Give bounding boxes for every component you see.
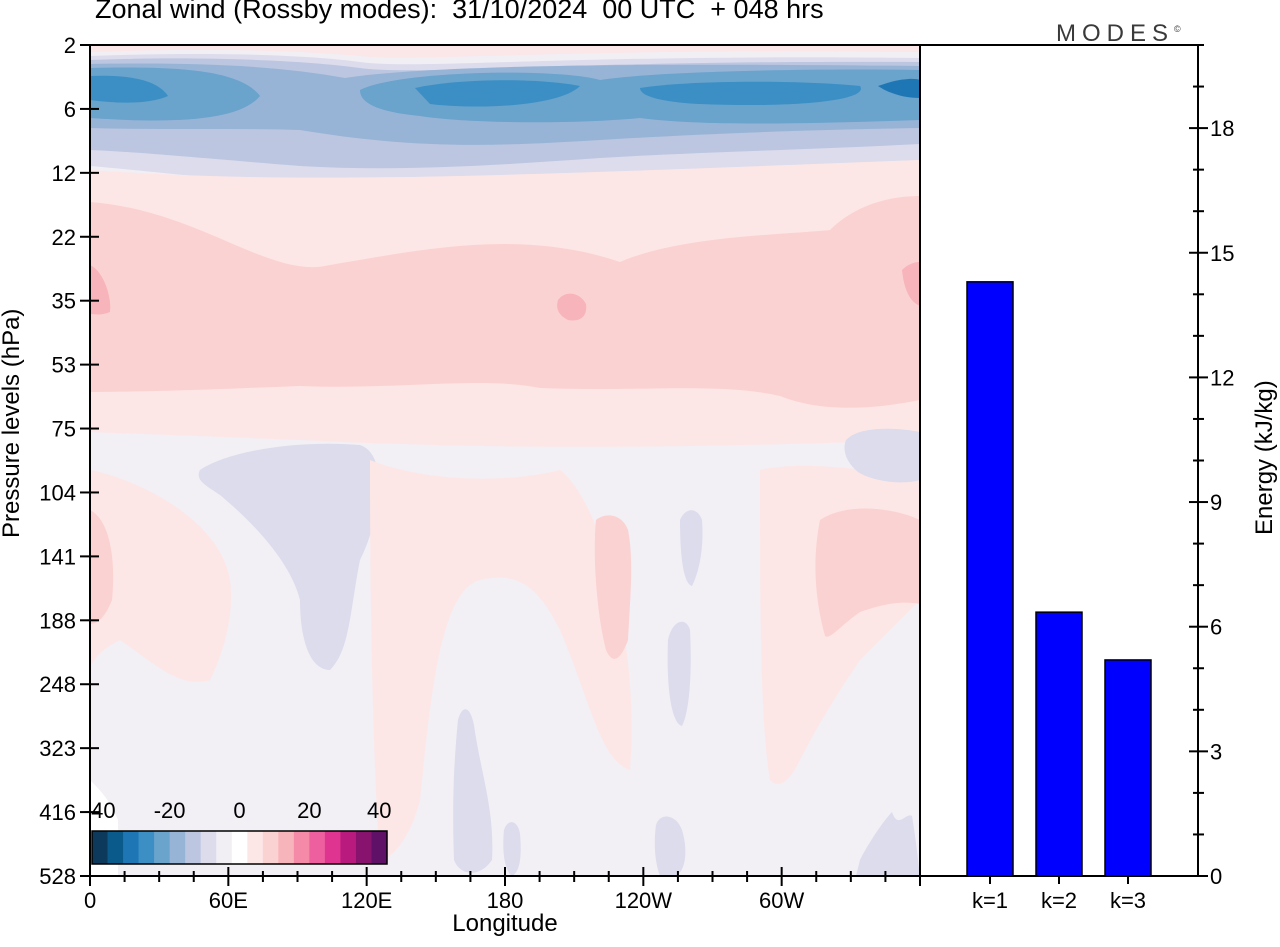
energy-tick-label: 15 <box>1210 241 1234 266</box>
y-tick-labels: 2 6 12 22 35 53 75 104 141 188 248 323 416 528 <box>39 33 76 889</box>
colorbar-swatch <box>138 831 155 864</box>
y-tick-label: 53 <box>52 353 76 378</box>
bar-category-label: k=3 <box>1110 888 1146 913</box>
x-tick-label: 0 <box>84 888 96 913</box>
energy-bar <box>966 281 1014 877</box>
logo-copyright-mark: © <box>1174 24 1181 34</box>
colorbar-swatch <box>200 831 217 864</box>
x-tick-label: 60W <box>759 888 804 913</box>
bar-category-label: k=1 <box>972 888 1008 913</box>
contour-map <box>90 45 920 876</box>
colorbar-swatch <box>355 831 372 864</box>
colorbar-swatch <box>340 831 357 864</box>
y-tick-label: 528 <box>39 864 76 889</box>
colorbar-swatch <box>371 831 388 864</box>
y-tick-label: 6 <box>64 97 76 122</box>
energy-tick-label: 18 <box>1210 116 1234 141</box>
y-tick-label: 2 <box>64 33 76 58</box>
colorbar-swatch <box>154 831 171 864</box>
colorbar-swatch <box>92 831 109 864</box>
colorbar-swatch <box>293 831 310 864</box>
x-tick-labels: 0 60E 120E 180 120W 60W <box>84 888 805 913</box>
y-tick-label: 12 <box>52 161 76 186</box>
colorbar-swatch <box>107 831 124 864</box>
x-tick-label: 120W <box>615 888 673 913</box>
colorbar-swatch <box>185 831 202 864</box>
x-tick-marks <box>89 867 921 886</box>
colorbar-swatch <box>216 831 233 864</box>
colorbar-tick-label: -40 <box>84 798 116 823</box>
bar-category-labels: k=1 k=2 k=3 <box>972 876 1146 913</box>
y-tick-label: 416 <box>39 800 76 825</box>
energy-tick-label: 0 <box>1210 864 1222 889</box>
colorbar-frame <box>91 830 388 865</box>
y-tick-label: 141 <box>39 544 76 569</box>
y-tick-label: 22 <box>52 225 76 250</box>
y-tick-label: 323 <box>39 736 76 761</box>
energy-tick-label: 6 <box>1210 615 1222 640</box>
x-axis-label: Longitude <box>452 910 558 937</box>
colorbar-tick-label: 0 <box>233 798 245 823</box>
energy-tick-marks <box>1189 44 1208 877</box>
modes-logo: MODES© <box>1056 20 1181 48</box>
bar-series <box>966 281 1152 877</box>
x-tick-label: 120E <box>341 888 392 913</box>
energy-tick-label: 12 <box>1210 365 1234 390</box>
colorbar-tick-label: 40 <box>367 798 391 823</box>
colorbar-swatch <box>262 831 279 864</box>
energy-bar <box>1104 659 1152 877</box>
colorbar-swatch <box>309 831 326 864</box>
y-tick-label: 75 <box>52 417 76 442</box>
colorbar-swatch <box>231 831 248 864</box>
x-tick-label: 180 <box>487 888 524 913</box>
colorbar <box>91 830 388 865</box>
colorbar-swatch <box>278 831 295 864</box>
energy-axis-label: Energy (kJ/kg) <box>1251 380 1278 535</box>
y-tick-label: 248 <box>39 672 76 697</box>
colorbar-tick-label: -20 <box>154 798 186 823</box>
y-tick-label: 188 <box>39 608 76 633</box>
bar-category-label: k=2 <box>1041 888 1077 913</box>
y-tick-marks <box>80 44 99 877</box>
energy-tick-label: 9 <box>1210 490 1222 515</box>
logo-text: MODES <box>1056 20 1175 47</box>
colorbar-swatch <box>247 831 264 864</box>
colorbar-swatch <box>324 831 341 864</box>
chart-title: Zonal wind (Rossby modes): 31/10/2024 00… <box>95 0 824 24</box>
colorbar-swatch <box>169 831 186 864</box>
colorbar-labels: -40 -20 0 20 40 <box>84 798 392 823</box>
colorbar-swatch <box>123 831 140 864</box>
y-tick-label: 104 <box>39 480 76 505</box>
y-tick-label: 35 <box>52 289 76 314</box>
energy-tick-label: 3 <box>1210 739 1222 764</box>
energy-bar <box>1035 611 1083 877</box>
x-tick-label: 60E <box>209 888 248 913</box>
energy-tick-labels: 0 3 6 9 12 15 18 <box>1210 116 1234 889</box>
y-axis-label: Pressure levels (hPa) <box>0 308 25 538</box>
colorbar-tick-label: 20 <box>297 798 321 823</box>
